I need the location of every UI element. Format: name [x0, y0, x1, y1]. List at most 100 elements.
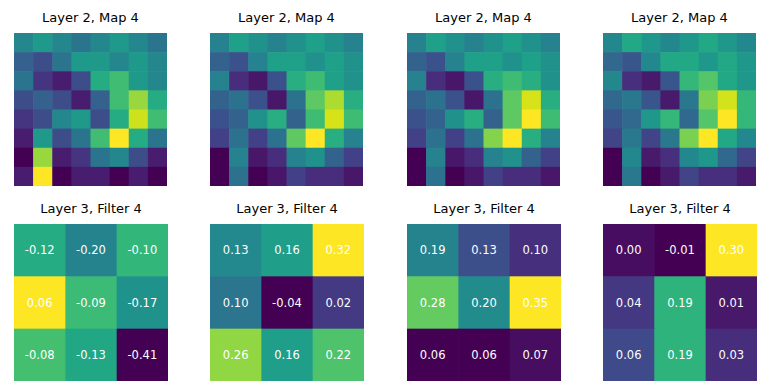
cell: [71, 90, 91, 110]
cell: [148, 148, 167, 168]
cell: [33, 33, 53, 53]
cell: [91, 90, 111, 110]
cell: [148, 33, 167, 53]
data-labels: -0.12-0.20-0.100.06-0.09-0.17-0.08-0.13-…: [25, 243, 157, 362]
cell: [325, 167, 345, 186]
cell: [33, 110, 53, 130]
cell: [706, 276, 757, 329]
cell: [71, 71, 91, 91]
cell: [503, 52, 523, 72]
cell: [541, 167, 560, 186]
cell: [407, 33, 427, 53]
cell: [344, 71, 363, 91]
data-label: 0.30: [719, 243, 745, 257]
cell: [603, 329, 655, 381]
cell: [680, 148, 700, 168]
cells: [14, 33, 167, 186]
cell: [325, 129, 345, 149]
cell: [71, 148, 91, 168]
panel-title: Layer 2, Map 4: [42, 10, 139, 25]
cell: [484, 148, 504, 168]
data-label: -0.12: [25, 243, 55, 257]
cell: [267, 167, 287, 186]
cell: [641, 71, 661, 91]
cell: [426, 167, 446, 186]
cell: [148, 71, 167, 91]
cell: [129, 71, 149, 91]
cell: [407, 90, 427, 110]
cell: [541, 129, 560, 149]
cell: [344, 148, 363, 168]
data-label: 0.07: [523, 348, 549, 362]
data-label: -0.01: [665, 243, 695, 257]
cell: [91, 167, 111, 186]
cell: [287, 129, 307, 149]
data-label: 0.26: [223, 348, 249, 362]
cell: [129, 90, 149, 110]
cell: [641, 33, 661, 53]
cell: [344, 90, 363, 110]
data-label: 0.06: [27, 296, 53, 310]
cell: [484, 90, 504, 110]
cell: [510, 224, 561, 277]
feature-map-panel: Layer 2, Map 4: [407, 10, 561, 187]
cell: [71, 110, 91, 130]
cell: [91, 33, 111, 53]
cell: [464, 90, 484, 110]
cell: [14, 71, 34, 91]
cell: [622, 110, 642, 130]
cell: [210, 129, 230, 149]
cell: [503, 110, 523, 130]
cell: [603, 33, 623, 53]
cell: [110, 110, 130, 130]
cell: [14, 167, 34, 186]
data-label: 0.22: [326, 348, 352, 362]
cell: [129, 110, 149, 130]
cell: [129, 52, 149, 72]
cell: [603, 167, 623, 186]
cell: [407, 167, 427, 186]
cells: [210, 33, 363, 186]
cell: [641, 110, 661, 130]
cell: [680, 71, 700, 91]
cell: [464, 129, 484, 149]
cell: [306, 90, 326, 110]
cell: [33, 90, 53, 110]
cell: [52, 110, 72, 130]
cell: [52, 90, 72, 110]
cell: [622, 129, 642, 149]
cell: [622, 148, 642, 168]
cell: [267, 129, 287, 149]
cell: [407, 110, 427, 130]
data-label: 0.19: [420, 243, 446, 257]
cell: [325, 33, 345, 53]
cell: [445, 52, 465, 72]
cell: [641, 148, 661, 168]
data-label: 0.13: [223, 243, 249, 257]
cell: [148, 52, 167, 72]
panel-title: Layer 2, Map 4: [631, 10, 728, 25]
cell: [261, 276, 313, 329]
cell: [313, 224, 364, 277]
cell: [267, 110, 287, 130]
cell: [680, 110, 700, 130]
cell: [129, 129, 149, 149]
cell: [91, 129, 111, 149]
cell: [654, 224, 706, 277]
cell: [464, 110, 484, 130]
cell: [129, 33, 149, 53]
cell: [210, 148, 230, 168]
cell: [110, 167, 130, 186]
cell: [660, 71, 680, 91]
cell: [737, 167, 756, 186]
cell: [654, 329, 706, 381]
cell: [325, 90, 345, 110]
filter-panel: Layer 3, Filter 40.00-0.010.300.040.190.…: [603, 201, 758, 382]
cell: [426, 148, 446, 168]
cell: [248, 71, 268, 91]
cell: [110, 148, 130, 168]
cell: [737, 110, 756, 130]
data-label: 0.28: [420, 296, 446, 310]
cell: [522, 90, 542, 110]
cell: [737, 148, 756, 168]
